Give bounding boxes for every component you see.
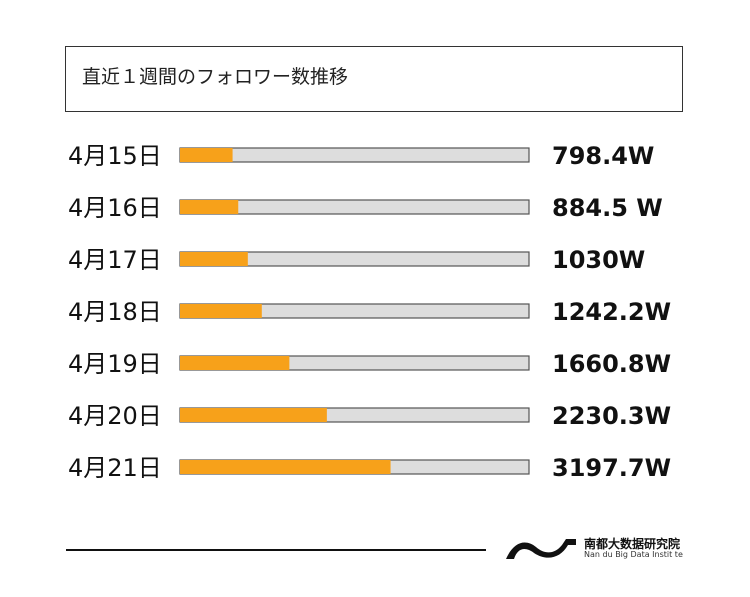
logo-name-cn: 南都大数据研究院 <box>584 537 681 551</box>
category-label: 4月21日 <box>68 454 162 482</box>
wave-logo-icon <box>506 539 576 559</box>
bar <box>180 252 248 266</box>
chart-title: 直近１週間のフォロワー数推移 <box>82 66 349 88</box>
bar <box>180 148 233 162</box>
bar-row: 4月19日 1660.8W <box>68 350 671 378</box>
value-label: 884.5 W <box>552 194 663 222</box>
value-label: 1242.2W <box>552 298 671 326</box>
category-label: 4月17日 <box>68 246 162 274</box>
value-label: 1660.8W <box>552 350 671 378</box>
value-label: 1030W <box>552 246 645 274</box>
bar-row: 4月15日 798.4W <box>68 142 654 170</box>
category-label: 4月16日 <box>68 194 162 222</box>
brand-logo: 南都大数据研究院 Nan du Big Data Instit te <box>504 529 704 569</box>
category-label: 4月19日 <box>68 350 162 378</box>
logo-name-en: Nan du Big Data Instit te <box>584 550 683 559</box>
bar <box>180 356 290 370</box>
bar-row: 4月17日 1030W <box>68 246 645 274</box>
category-label: 4月20日 <box>68 402 162 430</box>
value-label: 2230.3W <box>552 402 671 430</box>
bar <box>180 200 239 214</box>
bar-row: 4月16日 884.5 W <box>68 194 663 222</box>
category-label: 4月15日 <box>68 142 162 170</box>
bar <box>180 460 391 474</box>
value-label: 798.4W <box>552 142 654 170</box>
bar-row: 4月20日 2230.3W <box>68 402 671 430</box>
footer-divider <box>66 549 486 551</box>
bar-row: 4月21日 3197.7W <box>68 454 671 482</box>
bar <box>180 408 327 422</box>
category-label: 4月18日 <box>68 298 162 326</box>
bar-row: 4月18日 1242.2W <box>68 298 671 326</box>
value-label: 3197.7W <box>552 454 671 482</box>
chart-title-box: 直近１週間のフォロワー数推移 <box>65 46 683 112</box>
bar <box>180 304 262 318</box>
